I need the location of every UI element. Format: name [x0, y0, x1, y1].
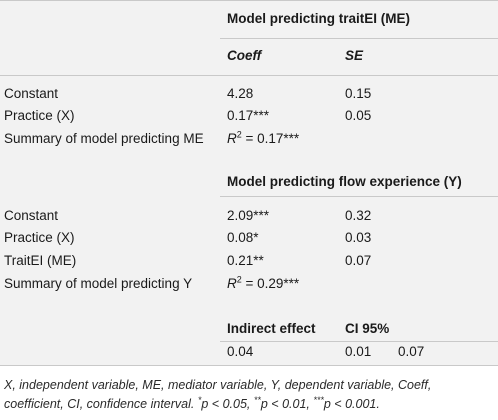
indirect-effect-value: 0.04	[227, 344, 254, 359]
ci-heading: CI 95%	[345, 321, 390, 336]
row-se: 0.15	[345, 86, 372, 101]
r-value: = 0.29***	[241, 276, 300, 291]
col-se-header: SE	[345, 48, 364, 63]
r-superscript: 2	[236, 129, 242, 140]
row-se: 0.07	[345, 253, 372, 268]
summary1-label: Summary of model predicting ME	[4, 131, 204, 146]
model2-heading: Model predicting flow experience (Y)	[227, 174, 462, 189]
summary1-value: R2 = 0.17***	[227, 130, 299, 148]
row-coeff: 0.21**	[227, 253, 264, 268]
indirect-effect-heading: Indirect effect	[227, 321, 316, 336]
footnote-sig2: **	[253, 394, 261, 405]
footnote-p1: p < 0.05,	[201, 397, 254, 411]
row-coeff: 0.08*	[227, 230, 259, 245]
rule-top	[0, 0, 498, 1]
row-label: Constant	[4, 208, 59, 223]
stats-table: Model predicting traitEI (ME) Coeff SE C…	[0, 0, 498, 366]
r-symbol: R	[227, 131, 237, 146]
rule-under-indirect-heading	[220, 341, 498, 342]
row-label: Practice (X)	[4, 230, 75, 245]
row-coeff: 2.09***	[227, 208, 270, 223]
r-symbol: R	[227, 276, 237, 291]
ci-high-value: 0.07	[398, 344, 425, 359]
r-value: = 0.17***	[241, 131, 300, 146]
row-coeff: 0.17***	[227, 108, 270, 123]
summary2-value: R2 = 0.29***	[227, 275, 299, 293]
footnote-text: X, independent variable, ME, mediator va…	[4, 378, 432, 411]
footnote-sig3: ***	[313, 394, 324, 405]
footnote-p3: p < 0.001.	[323, 397, 380, 411]
row-label: TraitEI (ME)	[4, 253, 77, 268]
row-se: 0.32	[345, 208, 372, 223]
table-footnote: X, independent variable, ME, mediator va…	[4, 376, 494, 414]
ci-low-value: 0.01	[345, 344, 372, 359]
col-coeff-header: Coeff	[227, 48, 262, 63]
rule-under-model1-heading	[220, 38, 498, 39]
footnote-sig1: *	[197, 394, 202, 405]
r-superscript: 2	[236, 274, 242, 285]
model1-heading: Model predicting traitEI (ME)	[227, 11, 411, 26]
rule-bottom	[0, 365, 498, 366]
footnote-p2: p < 0.01,	[260, 397, 314, 411]
rule-under-column-heads	[0, 75, 498, 76]
summary2-label: Summary of model predicting Y	[4, 276, 193, 291]
row-label: Constant	[4, 86, 59, 101]
row-coeff: 4.28	[227, 86, 254, 101]
row-label: Practice (X)	[4, 108, 75, 123]
row-se: 0.05	[345, 108, 372, 123]
rule-under-model2-heading	[220, 196, 498, 197]
row-se: 0.03	[345, 230, 372, 245]
